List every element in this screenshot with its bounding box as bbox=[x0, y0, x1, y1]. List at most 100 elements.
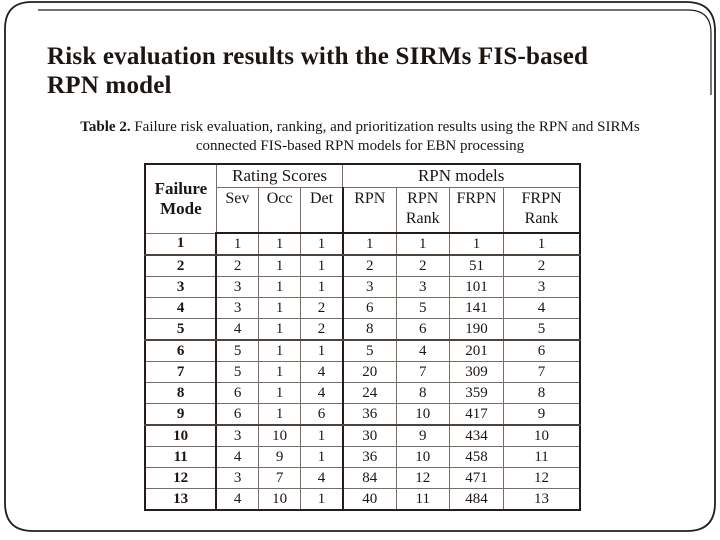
table-caption-line2: connected FIS-based RPN models for EBN p… bbox=[195, 138, 525, 154]
value-cell: 10 bbox=[257, 424, 302, 447]
table-row: 6 5 1 1 5 4 201 6 bbox=[144, 339, 581, 362]
value-cell: 1 bbox=[342, 232, 397, 256]
value-cell: 1 bbox=[257, 382, 302, 404]
value-cell: 3 bbox=[395, 276, 450, 298]
table-caption-label: Table 2. bbox=[80, 119, 131, 135]
value-cell: 434 bbox=[448, 424, 505, 447]
value-cell: 458 bbox=[448, 446, 505, 468]
failure-mode-cell: 11 bbox=[144, 446, 218, 468]
header-failure-mode: Failure Mode bbox=[144, 163, 217, 234]
failure-mode-cell: 13 bbox=[144, 488, 218, 511]
failure-mode-cell: 1 bbox=[144, 232, 218, 256]
table-row: 2 2 1 1 2 2 51 2 bbox=[144, 254, 581, 277]
value-cell: 36 bbox=[342, 403, 397, 426]
failure-mode-cell: 6 bbox=[144, 339, 218, 362]
header-rpn-models: RPN models bbox=[342, 163, 581, 188]
table-row: 7 5 1 4 20 7 309 7 bbox=[144, 361, 581, 383]
value-cell: 30 bbox=[342, 424, 397, 447]
value-cell: 1 bbox=[503, 232, 581, 256]
failure-mode-cell: 4 bbox=[144, 297, 218, 319]
header-occ: Occ bbox=[257, 187, 302, 234]
value-cell: 7 bbox=[257, 467, 302, 489]
value-cell: 1 bbox=[300, 446, 344, 468]
table-row: 8 6 1 4 24 8 359 8 bbox=[144, 382, 581, 404]
value-cell: 3 bbox=[215, 297, 260, 319]
value-cell: 1 bbox=[257, 232, 302, 256]
value-cell: 1 bbox=[257, 254, 302, 277]
header-det: Det bbox=[300, 187, 344, 234]
value-cell: 4 bbox=[503, 297, 581, 319]
value-cell: 2 bbox=[215, 254, 260, 277]
slide-title-line2: RPN model bbox=[47, 72, 172, 99]
value-cell: 5 bbox=[215, 339, 260, 362]
value-cell: 190 bbox=[448, 318, 505, 341]
failure-mode-cell: 3 bbox=[144, 276, 218, 298]
value-cell: 3 bbox=[215, 276, 260, 298]
failure-mode-cell: 10 bbox=[144, 424, 218, 447]
value-cell: 6 bbox=[503, 339, 581, 362]
value-cell: 6 bbox=[342, 297, 397, 319]
value-cell: 36 bbox=[342, 446, 397, 468]
value-cell: 1 bbox=[300, 424, 344, 447]
value-cell: 11 bbox=[503, 446, 581, 468]
failure-mode-cell: 12 bbox=[144, 467, 218, 489]
value-cell: 6 bbox=[215, 382, 260, 404]
value-cell: 8 bbox=[342, 318, 397, 341]
value-cell: 11 bbox=[395, 488, 450, 511]
value-cell: 1 bbox=[257, 339, 302, 362]
failure-mode-cell: 2 bbox=[144, 254, 218, 277]
value-cell: 2 bbox=[300, 318, 344, 341]
failure-mode-cell: 5 bbox=[144, 318, 218, 341]
value-cell: 9 bbox=[503, 403, 581, 426]
table-caption: Table 2. Failure risk evaluation, rankin… bbox=[28, 118, 692, 156]
value-cell: 3 bbox=[503, 276, 581, 298]
value-cell: 40 bbox=[342, 488, 397, 511]
value-cell: 9 bbox=[257, 446, 302, 468]
value-cell: 10 bbox=[503, 424, 581, 447]
rpn-table: Failure Mode Rating Scores RPN models Se… bbox=[144, 163, 581, 511]
table-header: Failure Mode Rating Scores RPN models Se… bbox=[144, 163, 581, 234]
table-body: 1 1 1 1 1 1 1 1 2 2 1 1 2 2 51 2 3 3 1 1 3 3 101 3 4 3 1 2 6 5 141 4 5 4 1… bbox=[144, 232, 581, 511]
value-cell: 1 bbox=[300, 339, 344, 362]
value-cell: 1 bbox=[300, 232, 344, 256]
value-cell: 24 bbox=[342, 382, 397, 404]
value-cell: 8 bbox=[503, 382, 581, 404]
table-row: 10 3 10 1 30 9 434 10 bbox=[144, 424, 581, 447]
value-cell: 201 bbox=[448, 339, 505, 362]
value-cell: 101 bbox=[448, 276, 505, 298]
value-cell: 13 bbox=[503, 488, 581, 511]
header-rating-scores: Rating Scores bbox=[215, 163, 344, 188]
table-row: 11 4 9 1 36 10 458 11 bbox=[144, 446, 581, 468]
value-cell: 1 bbox=[300, 276, 344, 298]
header-group-row: Failure Mode Rating Scores RPN models bbox=[144, 163, 581, 234]
value-cell: 6 bbox=[300, 403, 344, 426]
value-cell: 20 bbox=[342, 361, 397, 383]
value-cell: 4 bbox=[215, 488, 260, 511]
value-cell: 471 bbox=[448, 467, 505, 489]
value-cell: 1 bbox=[448, 232, 505, 256]
rpn-table-container: Failure Mode Rating Scores RPN models Se… bbox=[144, 163, 581, 511]
value-cell: 1 bbox=[257, 318, 302, 341]
failure-mode-cell: 7 bbox=[144, 361, 218, 383]
value-cell: 1 bbox=[257, 403, 302, 426]
value-cell: 2 bbox=[395, 254, 450, 277]
header-frpn: FRPN bbox=[448, 187, 505, 234]
table-row: 13 4 10 1 40 11 484 13 bbox=[144, 488, 581, 511]
header-sev: Sev bbox=[215, 187, 260, 234]
value-cell: 4 bbox=[300, 467, 344, 489]
value-cell: 4 bbox=[215, 446, 260, 468]
value-cell: 6 bbox=[215, 403, 260, 426]
value-cell: 141 bbox=[448, 297, 505, 319]
value-cell: 4 bbox=[300, 361, 344, 383]
table-caption-text: Failure risk evaluation, ranking, and pr… bbox=[130, 119, 640, 135]
header-rpn: RPN bbox=[342, 187, 397, 234]
value-cell: 2 bbox=[503, 254, 581, 277]
value-cell: 5 bbox=[395, 297, 450, 319]
value-cell: 1 bbox=[257, 276, 302, 298]
header-rpn-rank: RPN Rank bbox=[395, 187, 450, 234]
table-row: 3 3 1 1 3 3 101 3 bbox=[144, 276, 581, 298]
value-cell: 4 bbox=[215, 318, 260, 341]
value-cell: 1 bbox=[300, 254, 344, 277]
value-cell: 3 bbox=[215, 467, 260, 489]
